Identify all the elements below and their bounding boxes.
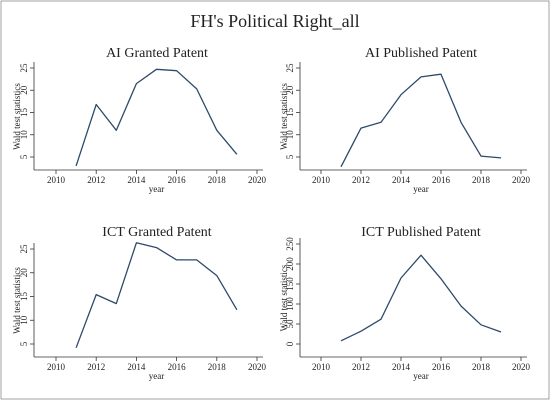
y-tick-label: 5 (285, 154, 295, 159)
y-tick-label: 25 (285, 63, 295, 73)
x-tick-label: 2012 (87, 175, 105, 185)
x-tick-label: 2012 (87, 362, 105, 372)
x-tick-label: 2018 (472, 175, 491, 185)
x-tick-label: 2012 (352, 362, 370, 372)
y-tick-label: 100 (285, 297, 295, 311)
y-tick-label: 5 (19, 154, 29, 159)
y-axis-label: Wald test statistics (279, 83, 289, 150)
y-tick-label: 15 (19, 292, 29, 302)
y-axis-label: Wald test statistics (12, 83, 22, 150)
x-tick-label: 2010 (47, 362, 66, 372)
chart-panel-4: ICT Published Patent 0 50 100 150 200 250 2010 2… (279, 225, 531, 381)
chart-panel-1: AI Granted Patent 5 10 15 20 25 2010 2012 2014 20… (12, 46, 267, 194)
y-tick-label: 0 (285, 341, 295, 346)
x-tick-label: 2016 (432, 175, 451, 185)
x-tick-label: 2010 (312, 362, 331, 372)
x-tick-label: 2018 (472, 362, 491, 372)
y-tick-label: 150 (285, 277, 295, 291)
series-line (75, 68, 238, 167)
y-tick-label: 20 (19, 268, 29, 278)
x-tick-label: 2012 (352, 175, 370, 185)
x-tick-label: 2016 (168, 362, 187, 372)
series-line (340, 73, 502, 168)
y-tick-label: 200 (285, 257, 295, 271)
x-tick-label: 2020 (248, 362, 267, 372)
series-line (75, 242, 238, 349)
x-tick-label: 2020 (512, 362, 531, 372)
y-tick-label: 50 (285, 319, 295, 329)
chart-panel-3: ICT Granted Patent 5 10 15 20 25 2010 2012 2014 2… (12, 225, 267, 381)
x-tick-label: 2020 (248, 175, 267, 185)
panel-title: ICT Granted Patent (102, 225, 211, 240)
y-axis-label: Wald test statistics (279, 264, 289, 331)
x-axis-label: year (413, 184, 429, 194)
figure-title: FH's Political Right_all (190, 11, 359, 31)
y-tick-label: 250 (285, 237, 295, 251)
x-tick-label: 2018 (208, 362, 227, 372)
y-tick-label: 10 (19, 315, 29, 325)
y-tick-label: 25 (19, 63, 29, 73)
x-axis-label: year (149, 371, 165, 381)
y-tick-label: 15 (285, 108, 295, 118)
x-tick-label: 2018 (208, 175, 227, 185)
x-tick-label: 2020 (512, 175, 531, 185)
y-tick-label: 15 (19, 108, 29, 118)
x-axis-label: year (149, 184, 165, 194)
x-tick-label: 2014 (127, 362, 146, 372)
panel-title: AI Published Patent (365, 46, 477, 61)
x-tick-label: 2016 (168, 175, 187, 185)
x-tick-label: 2010 (312, 175, 331, 185)
chart-panel-2: AI Published Patent 5 10 15 20 25 2010 2012 2014… (279, 46, 531, 194)
panel-title: ICT Published Patent (361, 225, 481, 240)
x-tick-label: 2014 (392, 175, 411, 185)
y-tick-label: 25 (19, 244, 29, 254)
x-tick-label: 2010 (47, 175, 66, 185)
y-tick-label: 10 (285, 130, 295, 140)
x-tick-label: 2014 (127, 175, 146, 185)
x-axis-label: year (413, 371, 429, 381)
y-axis-label: Wald test statistics (12, 267, 22, 334)
x-tick-label: 2016 (432, 362, 451, 372)
y-tick-label: 10 (19, 130, 29, 140)
x-tick-label: 2014 (392, 362, 411, 372)
y-tick-label: 20 (19, 85, 29, 95)
y-tick-label: 20 (285, 85, 295, 95)
panel-title: AI Granted Patent (106, 46, 208, 61)
series-line (340, 254, 502, 342)
y-tick-label: 5 (19, 341, 29, 346)
